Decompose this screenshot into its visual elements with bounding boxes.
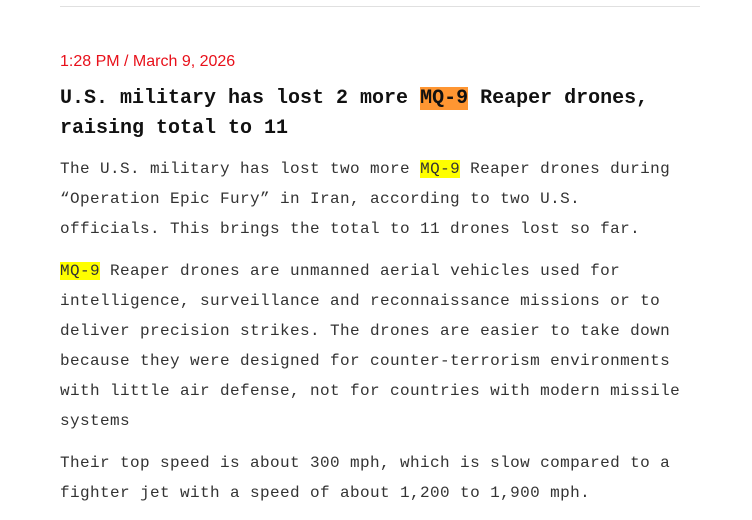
paragraph-text: The U.S. military has lost two more: [60, 160, 421, 178]
headline-text: Reaper drones, raising total to 11: [60, 87, 649, 140]
search-highlight: MQ-9: [60, 262, 101, 280]
paragraph-text: Their top speed is about 300 mph, which …: [60, 454, 671, 502]
article-paragraph-3: Their top speed is about 300 mph, which …: [60, 448, 685, 508]
headline-search-highlight: MQ-9: [420, 87, 469, 110]
headline-text: U.S. military has lost 2 more: [60, 87, 421, 110]
paragraph-text: Reaper drones during “Operation Epic Fur…: [60, 160, 671, 238]
article-headline: U.S. military has lost 2 more MQ-9 Reape…: [60, 84, 685, 144]
paragraph-text: Reaper drones are unmanned aerial vehicl…: [60, 262, 681, 430]
article-paragraph-2: MQ-9 Reaper drones are unmanned aerial v…: [60, 256, 685, 436]
article: 1:28 PM / March 9, 2026 U.S. military ha…: [60, 50, 685, 520]
article-paragraph-1: The U.S. military has lost two more MQ-9…: [60, 154, 685, 244]
article-timestamp: 1:28 PM / March 9, 2026: [60, 53, 236, 70]
top-divider: [60, 6, 700, 7]
search-highlight: MQ-9: [420, 160, 461, 178]
